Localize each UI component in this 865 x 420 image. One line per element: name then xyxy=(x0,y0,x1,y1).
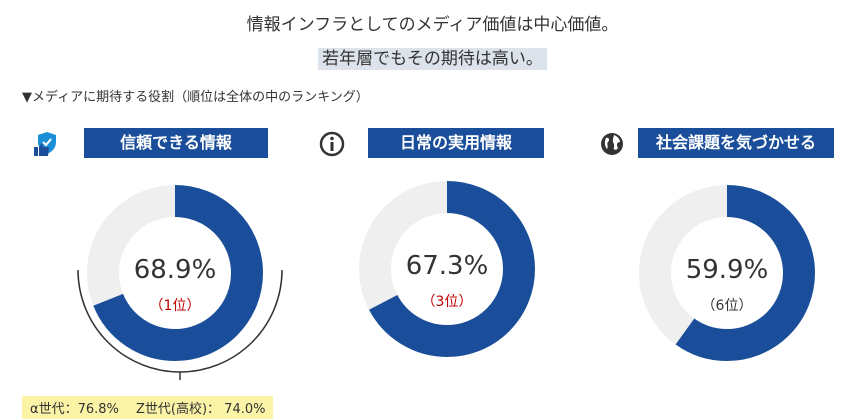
donut-card-trust: 信頼できる情報 68.9% （1位） xyxy=(24,124,296,420)
bracket-connector xyxy=(77,269,283,380)
donut-value-arc xyxy=(359,181,535,357)
donut-value-arc xyxy=(639,185,815,361)
headline-line1: 情報インフラとしてのメディア価値は中心価値。 xyxy=(246,15,619,35)
chart-subtitle: ▼メディアに期待する役割（順位は全体の中のランキング） xyxy=(22,90,369,105)
info-circle-icon xyxy=(319,131,345,157)
donut-rank-label: （3位） xyxy=(422,294,473,310)
donut-chart: 59.9% （6位） xyxy=(639,185,815,361)
donut-value-label: 59.9% xyxy=(686,255,769,285)
donut-rank-label: （1位） xyxy=(150,298,201,314)
donut-chart: 68.9% （1位） xyxy=(87,185,263,361)
donut-value-label: 68.9% xyxy=(134,255,217,285)
card-label: 信頼できる情報 xyxy=(84,128,268,158)
donut-card-social: 社会課題を気づかせる 59.9% （6位） xyxy=(596,124,865,420)
headline-line2: 若年層でもその期待は高い。 xyxy=(0,44,865,70)
card-label: 社会課題を気づかせる xyxy=(638,128,834,158)
generation-note: α世代：76.8% Z世代(高校)： 74.0% xyxy=(22,396,274,419)
donut-value-label: 67.3% xyxy=(406,251,489,281)
donut-rank-label: （6位） xyxy=(702,298,753,314)
donut-value-arc xyxy=(87,185,263,361)
headline-line2-text: 若年層でもその期待は高い。 xyxy=(318,48,547,70)
globe-icon xyxy=(601,133,623,155)
donut-card-practical: 日常の実用情報 67.3% （3位） xyxy=(316,124,588,420)
donut-chart: 67.3% （3位） xyxy=(359,181,535,357)
thumbs-up-shield-icon xyxy=(34,132,56,156)
card-label: 日常の実用情報 xyxy=(368,128,544,158)
